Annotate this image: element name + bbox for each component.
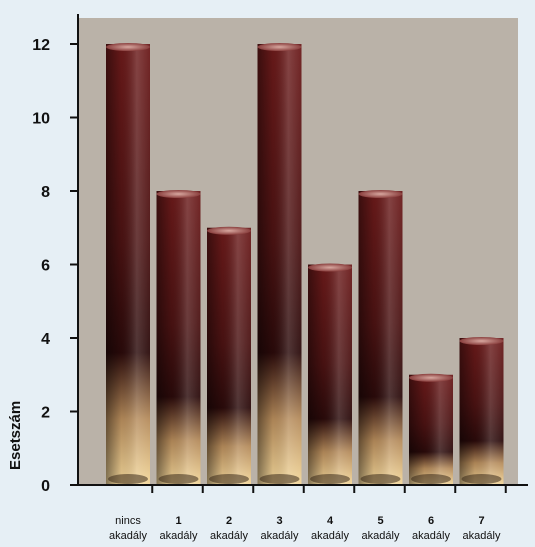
y-tick-label: 10: [32, 111, 50, 128]
bar: [207, 226, 251, 485]
bar: [459, 337, 504, 485]
y-tick-label: 0: [41, 478, 50, 495]
y-tick-label: 6: [41, 258, 50, 275]
bar: [358, 190, 403, 485]
bar: [156, 190, 201, 485]
y-tick-label: 4: [41, 331, 50, 348]
x-tick-label: 3 akadály: [261, 515, 299, 542]
bar: [257, 43, 302, 485]
x-tick-label: nincs akadály: [109, 515, 147, 542]
x-tick-label: 2 akadály: [210, 515, 248, 542]
x-tick-label: 5 akadály: [362, 515, 400, 542]
y-tick-label: 2: [41, 405, 50, 422]
bar: [409, 373, 453, 485]
y-tick-label: 8: [41, 184, 50, 201]
y-axis-label: Esetszám: [7, 401, 24, 470]
bar: [106, 43, 150, 485]
x-tick-label: 6 akadály: [412, 515, 450, 542]
x-tick-label: 4 akadály: [311, 515, 349, 542]
y-tick-label: 12: [32, 37, 50, 54]
x-tick-label: 1 akadály: [160, 515, 198, 542]
bar: [308, 263, 352, 485]
x-tick-label: 7 akadály: [463, 515, 501, 542]
